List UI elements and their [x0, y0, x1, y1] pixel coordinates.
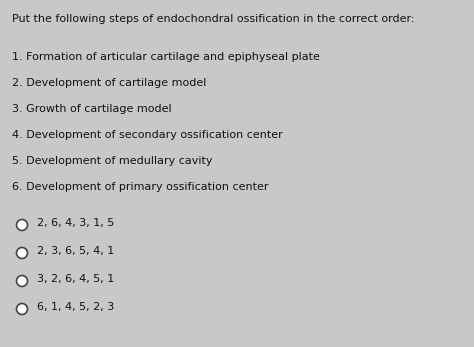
- Text: 6, 1, 4, 5, 2, 3: 6, 1, 4, 5, 2, 3: [37, 302, 114, 312]
- Text: 2, 6, 4, 3, 1, 5: 2, 6, 4, 3, 1, 5: [37, 218, 114, 228]
- Text: 6. Development of primary ossification center: 6. Development of primary ossification c…: [12, 182, 268, 192]
- Text: 2. Development of cartilage model: 2. Development of cartilage model: [12, 78, 206, 88]
- Circle shape: [17, 304, 27, 314]
- Text: 1. Formation of articular cartilage and epiphyseal plate: 1. Formation of articular cartilage and …: [12, 52, 320, 62]
- Text: 3. Growth of cartilage model: 3. Growth of cartilage model: [12, 104, 172, 114]
- Circle shape: [17, 220, 27, 230]
- Circle shape: [17, 247, 27, 259]
- Text: 4. Development of secondary ossification center: 4. Development of secondary ossification…: [12, 130, 283, 140]
- Text: 2, 3, 6, 5, 4, 1: 2, 3, 6, 5, 4, 1: [37, 246, 114, 256]
- Text: 5. Development of medullary cavity: 5. Development of medullary cavity: [12, 156, 212, 166]
- Circle shape: [17, 276, 27, 287]
- Text: 3, 2, 6, 4, 5, 1: 3, 2, 6, 4, 5, 1: [37, 274, 114, 284]
- Text: Put the following steps of endochondral ossification in the correct order:: Put the following steps of endochondral …: [12, 14, 414, 24]
